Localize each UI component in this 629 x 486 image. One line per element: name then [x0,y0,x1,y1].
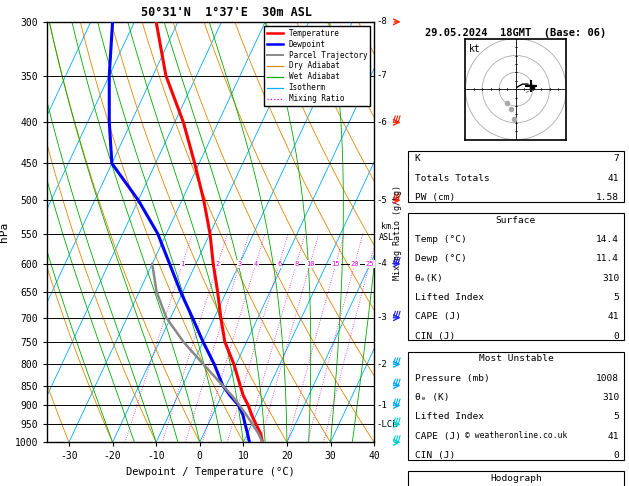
Legend: Temperature, Dewpoint, Parcel Trajectory, Dry Adiabat, Wet Adiabat, Isotherm, Mi: Temperature, Dewpoint, Parcel Trajectory… [264,26,370,106]
Text: 50°31'N  1°37'E  30m ASL: 50°31'N 1°37'E 30m ASL [141,6,312,19]
Text: -7: -7 [377,71,387,80]
Text: 41: 41 [608,174,620,183]
Text: 5: 5 [613,293,620,302]
Text: 11.4: 11.4 [596,254,620,263]
Text: -6: -6 [377,118,387,127]
Text: CAPE (J): CAPE (J) [415,432,461,441]
Text: 3: 3 [238,261,242,267]
Text: kt: kt [469,44,480,54]
Text: 0: 0 [613,332,620,341]
Text: © weatheronline.co.uk: © weatheronline.co.uk [465,431,567,440]
Text: 41: 41 [608,312,620,321]
Text: CAPE (J): CAPE (J) [415,312,461,321]
Text: -8: -8 [377,17,387,26]
Bar [408,151,624,202]
Text: CIN (J): CIN (J) [415,451,455,460]
Text: Dewp (°C): Dewp (°C) [415,254,467,263]
Text: -1: -1 [377,401,387,410]
Text: 8: 8 [294,261,299,267]
Text: 25: 25 [365,261,374,267]
Text: Lifted Index: Lifted Index [415,293,484,302]
Text: 41: 41 [608,432,620,441]
Text: -3: -3 [377,313,387,322]
Text: 1.58: 1.58 [596,193,620,202]
Text: PW (cm): PW (cm) [415,193,455,202]
Text: -5: -5 [377,196,387,205]
Text: 10: 10 [306,261,314,267]
Text: 1: 1 [181,261,185,267]
Text: 6: 6 [277,261,281,267]
Text: K: K [415,154,421,163]
Text: Surface: Surface [496,216,536,225]
Text: 1008: 1008 [596,374,620,383]
Bar [408,352,624,460]
Text: Totals Totals: Totals Totals [415,174,489,183]
Bar [408,213,624,340]
Text: 7: 7 [613,154,620,163]
Text: Hodograph: Hodograph [490,474,542,483]
Text: 15: 15 [331,261,340,267]
Text: 310: 310 [602,274,620,283]
Text: 14.4: 14.4 [596,235,620,244]
Text: CIN (J): CIN (J) [415,332,455,341]
Text: -2: -2 [377,360,387,369]
Text: Mixing Ratio (g/kg): Mixing Ratio (g/kg) [394,185,403,279]
Text: -4: -4 [377,260,387,268]
Text: 4: 4 [253,261,258,267]
Text: 20: 20 [350,261,359,267]
Text: Most Unstable: Most Unstable [479,354,554,364]
Text: Lifted Index: Lifted Index [415,413,484,421]
Text: -LCL: -LCL [377,420,398,429]
Text: θₑ(K): θₑ(K) [415,274,443,283]
Y-axis label: hPa: hPa [0,222,9,242]
Text: Pressure (mb): Pressure (mb) [415,374,489,383]
Text: 0: 0 [613,451,620,460]
Text: Temp (°C): Temp (°C) [415,235,467,244]
Text: 310: 310 [602,393,620,402]
Text: 5: 5 [613,413,620,421]
Bar [408,471,624,486]
Text: km
ASL: km ASL [379,223,394,242]
X-axis label: Dewpoint / Temperature (°C): Dewpoint / Temperature (°C) [126,467,295,477]
Text: θₑ (K): θₑ (K) [415,393,449,402]
Text: 2: 2 [216,261,220,267]
Text: 29.05.2024  18GMT  (Base: 06): 29.05.2024 18GMT (Base: 06) [425,28,606,38]
